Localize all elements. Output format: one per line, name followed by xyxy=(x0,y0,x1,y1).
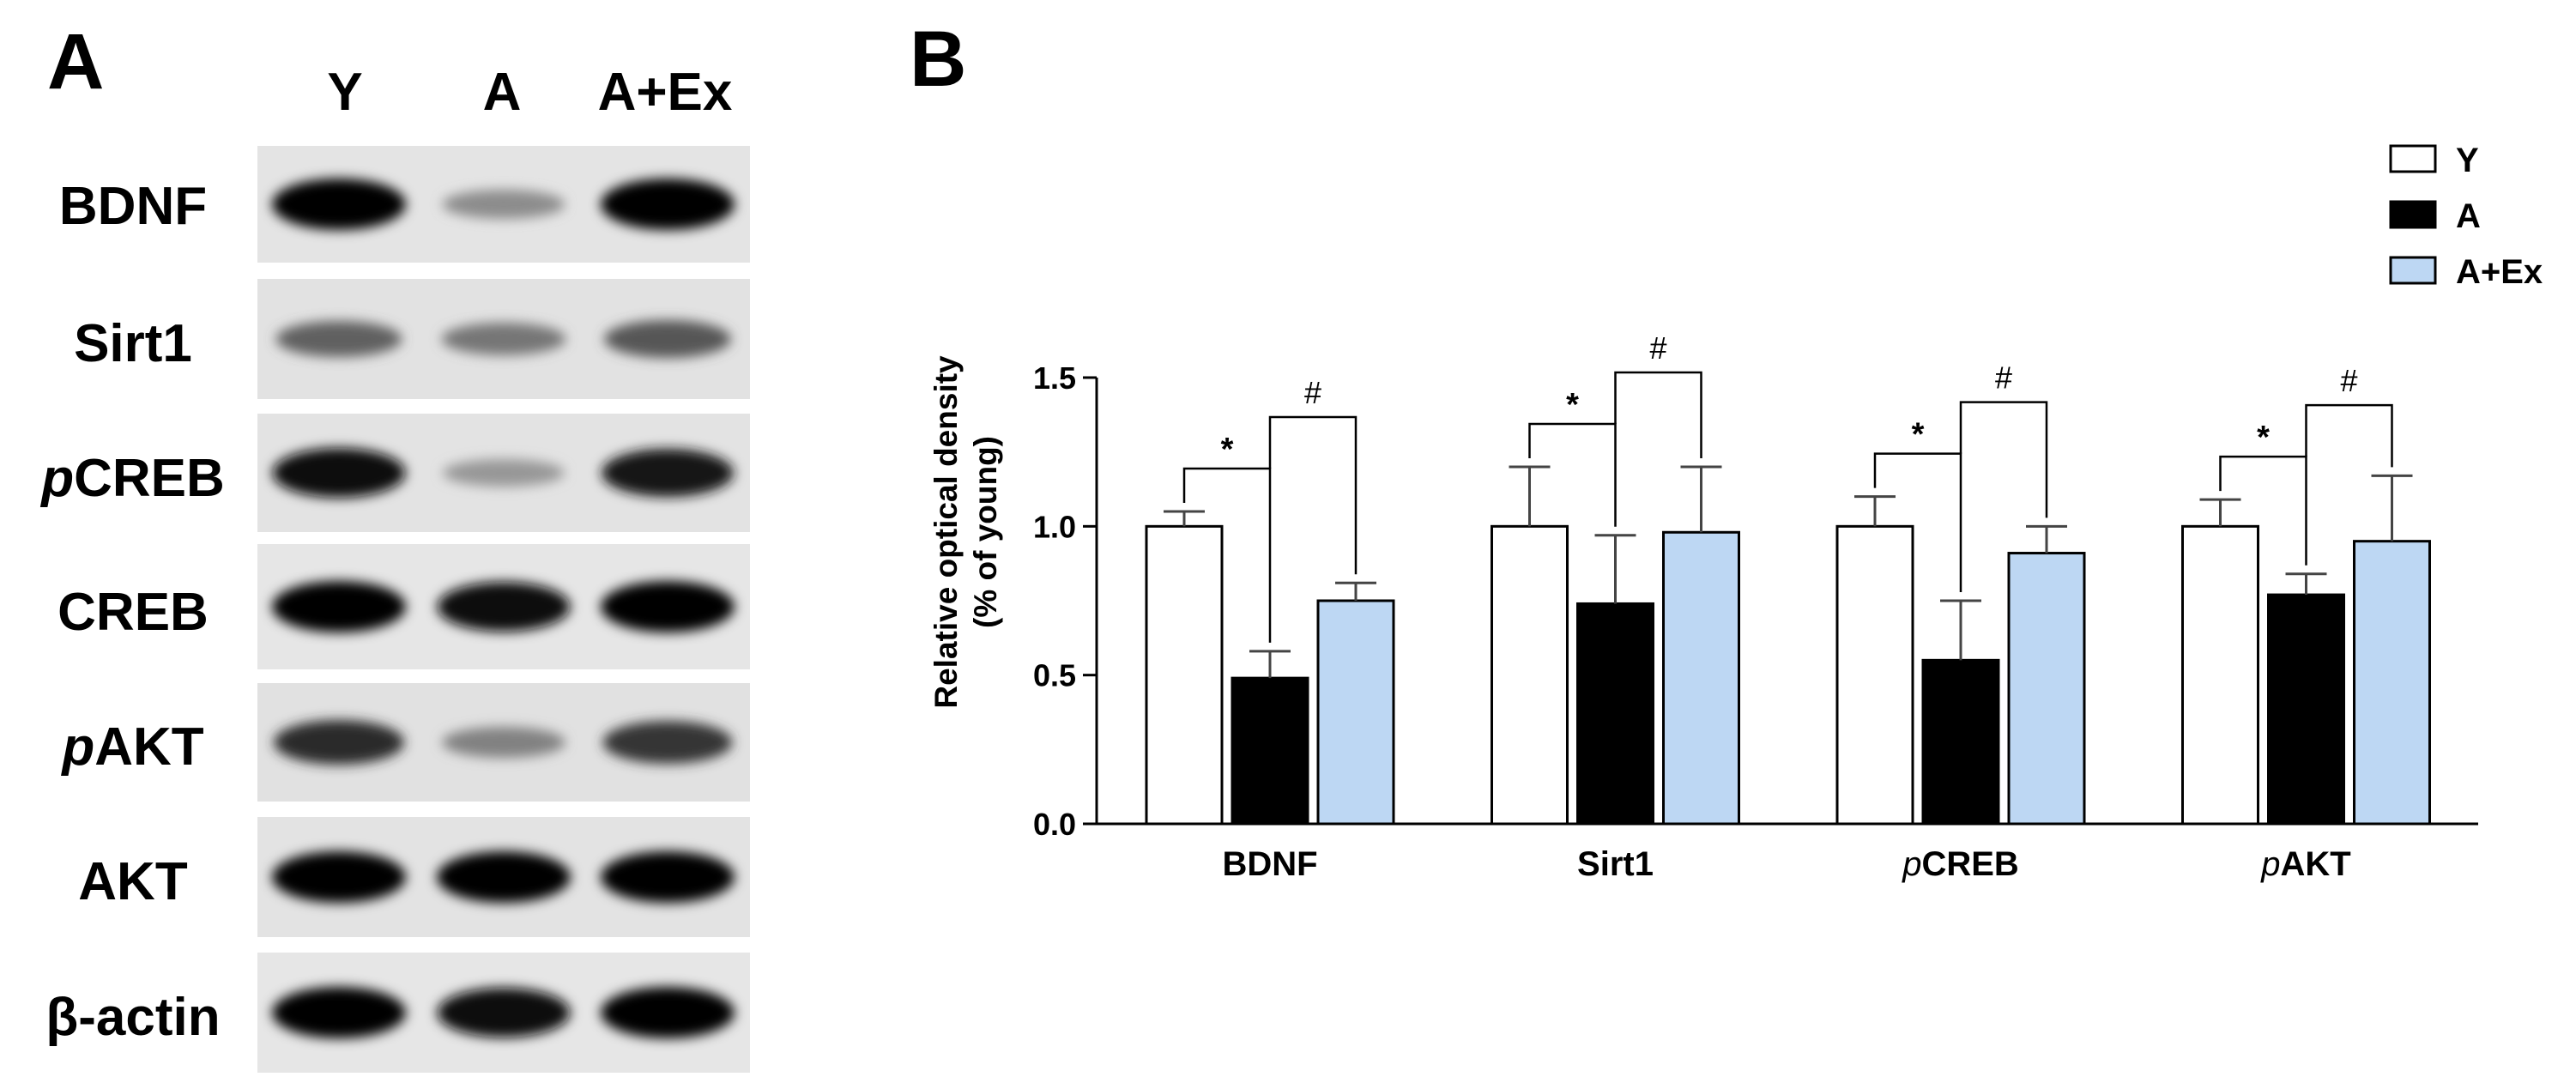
blot-band xyxy=(272,448,406,498)
blot-band xyxy=(272,987,406,1038)
y-tick-label: 0.0 xyxy=(1033,807,1076,842)
bar xyxy=(1145,524,1224,826)
blot-strip-pcreb xyxy=(257,414,750,532)
bar xyxy=(2007,552,2086,826)
bar xyxy=(1662,530,1740,826)
row-label-pcreb: pCREB xyxy=(41,449,225,508)
lane-label-a: A xyxy=(482,63,522,122)
lane-label-aex: A+Ex xyxy=(597,63,733,122)
blot-strip-pakt xyxy=(257,683,750,802)
legend-swatch-aex xyxy=(2389,256,2437,285)
y-axis-label-line2: (% of young) xyxy=(968,436,1003,628)
significance-bracket-star xyxy=(1873,452,1962,592)
significance-brackets: * # * # * # * # xyxy=(1182,330,2393,643)
bar xyxy=(2181,524,2259,826)
western-blot-panel: A Y A A+Ex BDNF Sirt1 pCREB CREB pAKT AK… xyxy=(0,0,772,1083)
row-label-bdnf: BDNF xyxy=(58,177,208,236)
blot-band xyxy=(274,720,404,765)
bar xyxy=(1316,599,1395,826)
blot-strip-bdnf xyxy=(257,146,750,263)
blot-band xyxy=(443,459,565,487)
y-axis-label: Relative optical density (% of young) xyxy=(928,355,1003,709)
blot-band xyxy=(602,721,733,764)
significance-bracket-hash xyxy=(1959,401,2048,518)
blot-band xyxy=(437,582,571,632)
significance-bracket-star xyxy=(1182,467,1272,643)
x-tick-label: Sirt1 xyxy=(1577,845,1654,883)
blot-band xyxy=(272,178,406,230)
legend-label-y: Y xyxy=(2456,142,2479,179)
y-tick-label: 1.0 xyxy=(1033,509,1076,544)
significance-hash: # xyxy=(1995,360,2012,396)
bar xyxy=(1921,658,2000,826)
blot-strip-creb xyxy=(257,544,750,669)
legend-label-a: A xyxy=(2456,197,2481,235)
legend-swatch-y xyxy=(2389,144,2437,173)
blot-band xyxy=(601,178,735,230)
row-label-pakt: pAKT xyxy=(62,717,204,777)
y-tick-label: 1.5 xyxy=(1033,360,1076,396)
x-axis: BDNF Sirt1 pCREB pAKT xyxy=(1097,822,2478,883)
bars xyxy=(1145,465,2431,826)
row-label-sirt1: Sirt1 xyxy=(74,314,192,373)
lane-label-y: Y xyxy=(327,63,363,122)
row-label-creb: CREB xyxy=(57,583,209,642)
bar xyxy=(1835,524,1914,826)
blot-band xyxy=(272,851,406,903)
significance-hash: # xyxy=(1304,375,1321,410)
significance-hash: # xyxy=(1649,330,1666,366)
row-label-akt: AKT xyxy=(78,852,188,911)
y-tick-label: 0.5 xyxy=(1033,658,1076,693)
bar xyxy=(1491,524,1569,826)
x-tick-label: pCREB xyxy=(1902,845,2019,883)
blot-band xyxy=(442,190,565,219)
y-axis: 0.0 0.5 1.0 1.5 xyxy=(1033,360,1098,842)
bar xyxy=(1576,602,1654,826)
row-label-beta-actin: β-actin xyxy=(45,988,221,1047)
panel-b-letter: B xyxy=(910,15,966,103)
bar xyxy=(2353,540,2431,826)
blot-band xyxy=(442,727,565,758)
blot-band xyxy=(601,987,735,1038)
significance-star: * xyxy=(2257,420,2270,456)
blot-strip-beta-actin xyxy=(257,953,750,1073)
y-axis-label-line1: Relative optical density xyxy=(928,355,964,709)
blot-band xyxy=(437,851,571,903)
blot-strip-sirt1 xyxy=(257,279,750,399)
significance-bracket-star xyxy=(1528,422,1617,527)
blot-band xyxy=(272,581,406,632)
significance-hash: # xyxy=(2340,363,2357,398)
blot-band xyxy=(275,321,402,357)
blot-strip-akt xyxy=(257,817,750,937)
blot-band xyxy=(602,449,734,497)
blot-band xyxy=(437,988,571,1038)
significance-bracket-star xyxy=(2219,455,2307,566)
significance-star: * xyxy=(1912,417,1925,453)
significance-star: * xyxy=(1566,387,1579,423)
panel-a-letter: A xyxy=(47,18,105,106)
x-tick-label: pAKT xyxy=(2260,845,2350,883)
bar xyxy=(2267,593,2345,826)
blot-band xyxy=(604,320,731,358)
blot-band xyxy=(441,323,566,355)
legend-label-aex: A+Ex xyxy=(2456,253,2543,291)
blot-band xyxy=(601,851,735,903)
bar xyxy=(1231,676,1309,826)
x-tick-label: BDNF xyxy=(1222,845,1317,883)
significance-bracket-hash xyxy=(2305,403,2393,468)
significance-star: * xyxy=(1221,432,1234,468)
legend: Y A A+Ex xyxy=(2389,142,2543,291)
significance-bracket-hash xyxy=(1268,415,1358,575)
significance-bracket-hash xyxy=(1614,371,1702,458)
blot-band xyxy=(601,581,735,632)
legend-swatch-a xyxy=(2389,200,2437,229)
